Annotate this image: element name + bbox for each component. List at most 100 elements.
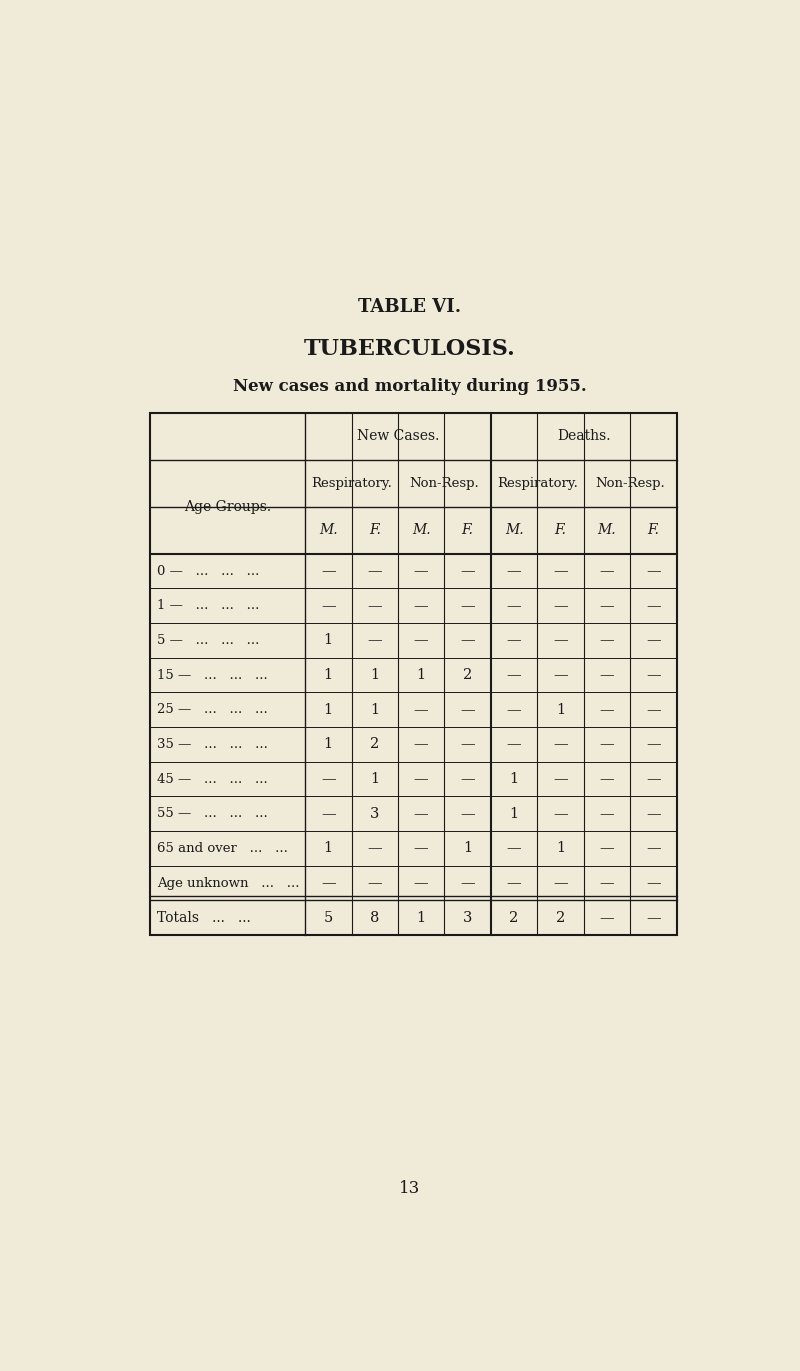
Text: F.: F. (462, 524, 474, 537)
Text: —: — (414, 633, 429, 647)
Text: —: — (600, 910, 614, 925)
Text: —: — (600, 738, 614, 751)
Text: 1: 1 (510, 806, 518, 821)
Text: —: — (506, 668, 522, 681)
Text: —: — (460, 772, 475, 786)
Text: —: — (414, 876, 429, 890)
Text: —: — (506, 842, 522, 856)
Text: 2: 2 (556, 910, 565, 925)
Text: —: — (646, 876, 661, 890)
Text: —: — (600, 842, 614, 856)
Text: —: — (414, 599, 429, 613)
Text: —: — (553, 738, 568, 751)
Text: 45 —   ...   ...   ...: 45 — ... ... ... (157, 773, 268, 786)
Text: —: — (367, 633, 382, 647)
Text: New Cases.: New Cases. (357, 429, 439, 443)
Text: 35 —   ...   ...   ...: 35 — ... ... ... (157, 738, 268, 751)
Text: M.: M. (598, 524, 616, 537)
Text: —: — (367, 842, 382, 856)
Text: —: — (460, 599, 475, 613)
Text: Respiratory.: Respiratory. (311, 477, 392, 489)
Text: —: — (553, 806, 568, 821)
Text: Respiratory.: Respiratory. (497, 477, 578, 489)
Text: Deaths.: Deaths. (557, 429, 610, 443)
Text: 1: 1 (510, 772, 518, 786)
Text: —: — (506, 633, 522, 647)
Text: New cases and mortality during 1955.: New cases and mortality during 1955. (233, 378, 587, 395)
Text: 1: 1 (463, 842, 472, 856)
Text: 2: 2 (463, 668, 472, 681)
Text: —: — (646, 772, 661, 786)
Text: —: — (460, 876, 475, 890)
Text: —: — (506, 563, 522, 579)
Text: 25 —   ...   ...   ...: 25 — ... ... ... (157, 703, 268, 716)
Text: 1: 1 (417, 910, 426, 925)
Text: —: — (367, 599, 382, 613)
Text: M.: M. (319, 524, 338, 537)
Text: Non-Resp.: Non-Resp. (410, 477, 479, 489)
Text: 1: 1 (324, 668, 333, 681)
Text: —: — (414, 772, 429, 786)
Text: 15 —   ...   ...   ...: 15 — ... ... ... (157, 669, 268, 681)
Text: —: — (600, 806, 614, 821)
Text: —: — (321, 772, 335, 786)
Text: M.: M. (412, 524, 430, 537)
Text: —: — (321, 876, 335, 890)
Text: —: — (646, 842, 661, 856)
Text: —: — (460, 806, 475, 821)
Text: 1: 1 (556, 703, 565, 717)
Text: —: — (414, 563, 429, 579)
Text: —: — (600, 599, 614, 613)
Text: F.: F. (554, 524, 566, 537)
Text: —: — (460, 633, 475, 647)
Text: 1: 1 (324, 633, 333, 647)
Text: —: — (646, 633, 661, 647)
Text: —: — (506, 703, 522, 717)
Text: 1: 1 (556, 842, 565, 856)
Text: Non-Resp.: Non-Resp. (595, 477, 665, 489)
Text: 1: 1 (324, 703, 333, 717)
Text: —: — (506, 876, 522, 890)
Text: —: — (646, 668, 661, 681)
Text: 3: 3 (463, 910, 472, 925)
Text: —: — (553, 599, 568, 613)
Text: 8: 8 (370, 910, 379, 925)
Text: —: — (553, 772, 568, 786)
Text: 1: 1 (324, 738, 333, 751)
Text: 65 and over   ...   ...: 65 and over ... ... (157, 842, 288, 856)
Text: —: — (460, 563, 475, 579)
Text: Totals   ...   ...: Totals ... ... (157, 910, 250, 925)
Text: 5: 5 (324, 910, 333, 925)
Text: —: — (367, 563, 382, 579)
Text: F.: F. (369, 524, 381, 537)
Text: 13: 13 (399, 1180, 421, 1197)
Text: —: — (414, 806, 429, 821)
Text: —: — (506, 738, 522, 751)
Text: —: — (553, 563, 568, 579)
Text: —: — (646, 738, 661, 751)
Text: 1 —   ...   ...   ...: 1 — ... ... ... (157, 599, 259, 613)
Text: 5 —   ...   ...   ...: 5 — ... ... ... (157, 633, 259, 647)
Text: —: — (414, 842, 429, 856)
Text: —: — (600, 633, 614, 647)
Text: 1: 1 (370, 772, 379, 786)
Text: —: — (414, 738, 429, 751)
Text: —: — (646, 563, 661, 579)
Text: TUBERCULOSIS.: TUBERCULOSIS. (304, 339, 516, 361)
Text: —: — (600, 563, 614, 579)
Text: —: — (553, 876, 568, 890)
Text: 1: 1 (324, 842, 333, 856)
Text: —: — (600, 703, 614, 717)
Text: —: — (367, 876, 382, 890)
Text: 1: 1 (370, 703, 379, 717)
Text: —: — (646, 910, 661, 925)
Text: 1: 1 (417, 668, 426, 681)
Text: —: — (600, 772, 614, 786)
Text: Age unknown   ...   ...: Age unknown ... ... (157, 876, 299, 890)
Text: F.: F. (647, 524, 659, 537)
Text: —: — (553, 633, 568, 647)
Text: —: — (553, 668, 568, 681)
Text: Age Groups.: Age Groups. (184, 499, 271, 514)
Text: —: — (646, 599, 661, 613)
Text: M.: M. (505, 524, 523, 537)
